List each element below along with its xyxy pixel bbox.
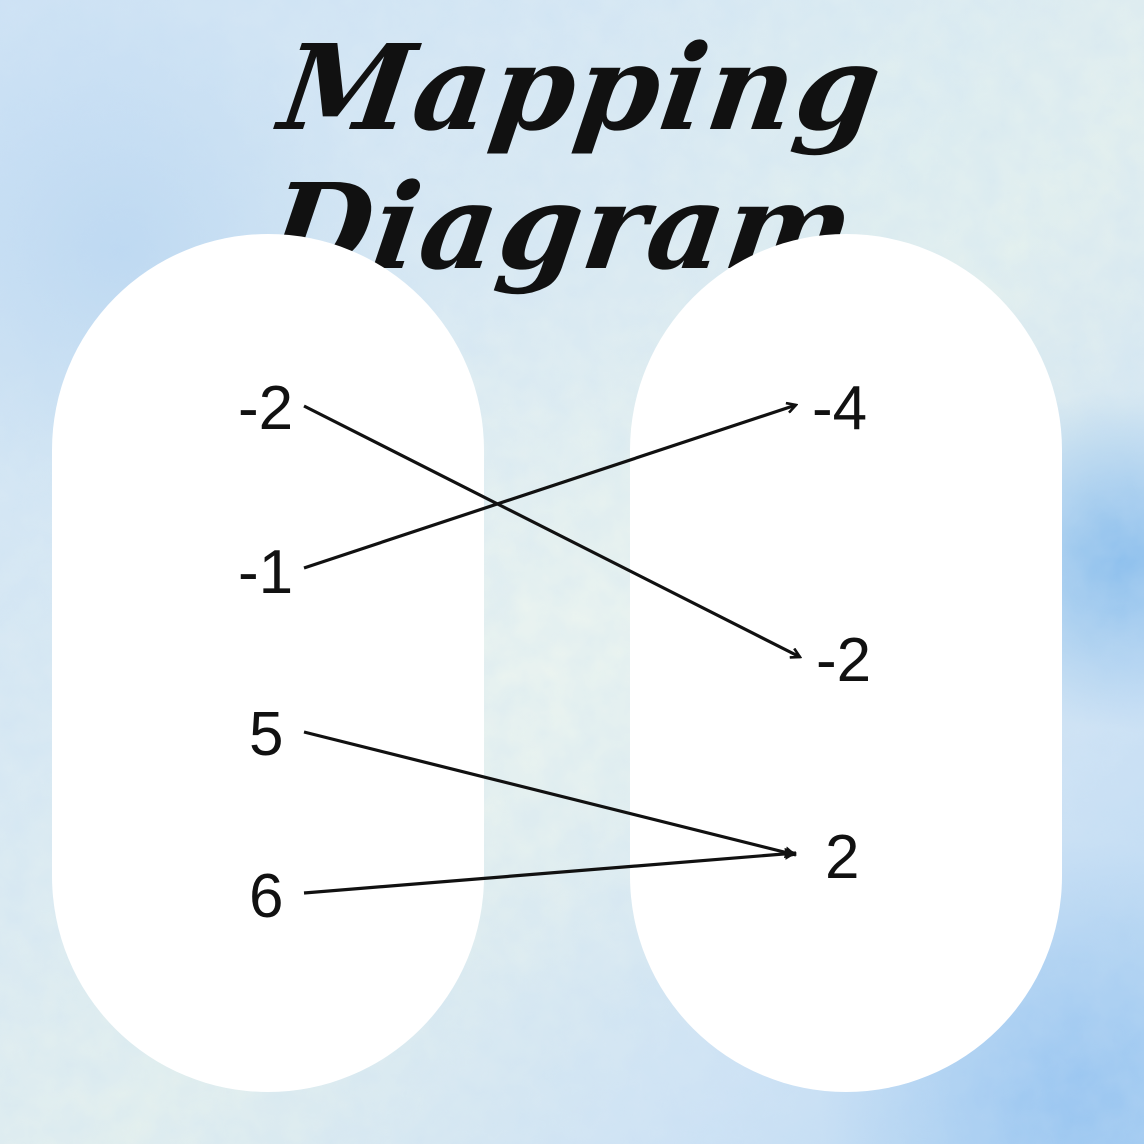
domain-value: -1 (238, 538, 294, 607)
mapping-arrow (303, 404, 800, 657)
range-oval (630, 234, 1062, 1092)
range-value: 2 (825, 823, 860, 892)
domain-value: -2 (238, 374, 294, 443)
mapping-arrow (303, 405, 796, 570)
domain-oval (52, 234, 484, 1092)
domain-value: 5 (249, 700, 284, 769)
range-value: -4 (812, 374, 868, 443)
domain-value: 6 (249, 862, 284, 931)
range-value: -2 (816, 626, 872, 695)
mapping-arrow (303, 730, 797, 859)
mapping-arrow (303, 847, 797, 895)
